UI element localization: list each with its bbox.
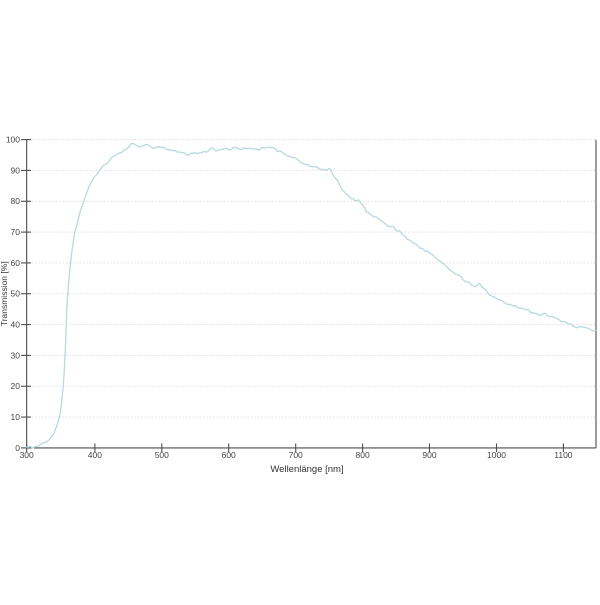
svg-text:1000: 1000 (487, 450, 506, 460)
svg-text:70: 70 (11, 227, 21, 237)
svg-text:90: 90 (11, 165, 21, 175)
svg-text:Transmission [%]: Transmission [%] (0, 261, 9, 326)
svg-text:30: 30 (11, 350, 21, 360)
svg-text:900: 900 (422, 450, 436, 460)
svg-text:800: 800 (356, 450, 370, 460)
svg-text:400: 400 (88, 450, 102, 460)
svg-text:300: 300 (20, 450, 34, 460)
svg-text:600: 600 (222, 450, 236, 460)
svg-text:700: 700 (289, 450, 303, 460)
svg-text:60: 60 (11, 258, 21, 268)
svg-text:500: 500 (155, 450, 169, 460)
svg-text:50: 50 (11, 289, 21, 299)
svg-text:20: 20 (11, 381, 21, 391)
svg-text:Wellenlänge [nm]: Wellenlänge [nm] (270, 464, 343, 475)
svg-text:100: 100 (6, 135, 20, 145)
svg-text:1100: 1100 (554, 450, 573, 460)
svg-text:80: 80 (11, 196, 21, 206)
svg-text:40: 40 (11, 319, 21, 329)
svg-text:10: 10 (11, 412, 21, 422)
